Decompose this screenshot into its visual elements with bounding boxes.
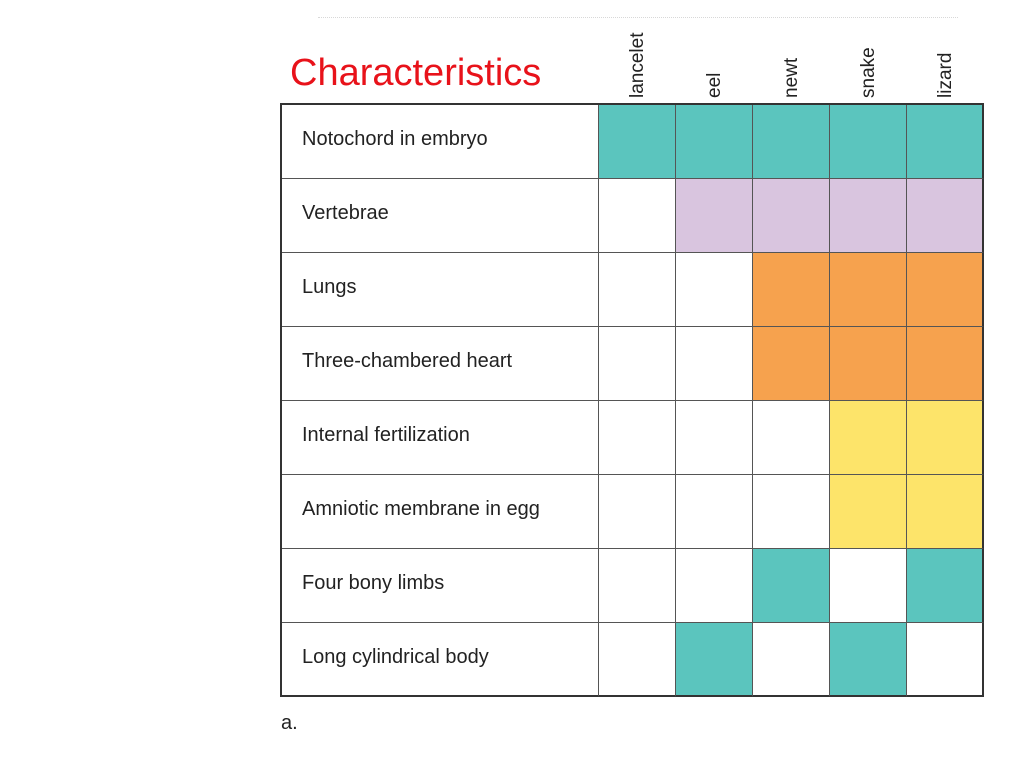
trait-cell-eel-absent <box>676 475 753 549</box>
row-label: Long cylindrical body <box>282 623 599 697</box>
trait-cell-lancelet-absent <box>599 549 676 623</box>
column-header-label: newt <box>780 57 802 98</box>
column-header-snake: snake <box>830 16 907 102</box>
trait-cell-lancelet-present <box>599 105 676 179</box>
trait-cell-lizard-present <box>907 253 984 327</box>
column-header-label: eel <box>703 72 725 98</box>
trait-cell-snake-present <box>830 475 907 549</box>
trait-cell-lancelet-absent <box>599 401 676 475</box>
trait-cell-snake-present <box>830 105 907 179</box>
trait-cell-eel-present <box>676 105 753 179</box>
trait-cell-lancelet-absent <box>599 253 676 327</box>
trait-cell-lizard-present <box>907 327 984 401</box>
trait-cell-lancelet-absent <box>599 623 676 697</box>
trait-cell-eel-absent <box>676 253 753 327</box>
trait-cell-newt-absent <box>753 623 830 697</box>
trait-cell-newt-present <box>753 253 830 327</box>
row-label: Internal fertilization <box>282 401 599 475</box>
trait-cell-newt-present <box>753 179 830 253</box>
column-header-label: snake <box>857 47 879 98</box>
column-header-label: lancelet <box>626 32 648 99</box>
trait-cell-eel-present <box>676 623 753 697</box>
trait-cell-lizard-present <box>907 475 984 549</box>
row-label: Lungs <box>282 253 599 327</box>
row-label: Notochord in embryo <box>282 105 599 179</box>
trait-cell-snake-present <box>830 623 907 697</box>
trait-cell-lancelet-absent <box>599 179 676 253</box>
trait-cell-snake-present <box>830 179 907 253</box>
trait-cell-snake-present <box>830 327 907 401</box>
trait-cell-eel-absent <box>676 401 753 475</box>
column-header-newt: newt <box>753 16 830 102</box>
column-header-lancelet: lancelet <box>599 16 676 102</box>
trait-cell-eel-absent <box>676 327 753 401</box>
trait-cell-snake-present <box>830 401 907 475</box>
trait-cell-lizard-present <box>907 401 984 475</box>
top-rule <box>318 17 958 18</box>
row-label: Vertebrae <box>282 179 599 253</box>
trait-cell-newt-present <box>753 105 830 179</box>
trait-cell-newt-absent <box>753 475 830 549</box>
characteristics-table: Notochord in embryo Vertebrae Lungs Three-c… <box>280 103 984 697</box>
trait-cell-lizard-present <box>907 105 984 179</box>
trait-cell-lizard-present <box>907 549 984 623</box>
row-label: Three-chambered heart <box>282 327 599 401</box>
trait-cell-lizard-present <box>907 179 984 253</box>
trait-cell-newt-present <box>753 327 830 401</box>
trait-cell-lizard-absent <box>907 623 984 697</box>
trait-cell-newt-present <box>753 549 830 623</box>
column-header-label: lizard <box>934 52 956 98</box>
column-header-lizard: lizard <box>907 16 984 102</box>
trait-cell-eel-absent <box>676 549 753 623</box>
row-label: Four bony limbs <box>282 549 599 623</box>
trait-cell-lancelet-absent <box>599 327 676 401</box>
trait-cell-lancelet-absent <box>599 475 676 549</box>
trait-cell-newt-absent <box>753 401 830 475</box>
figure-caption: a. <box>281 712 298 734</box>
column-header-eel: eel <box>676 16 753 102</box>
page-title: Characteristics <box>290 52 542 94</box>
trait-cell-eel-present <box>676 179 753 253</box>
trait-cell-snake-absent <box>830 549 907 623</box>
trait-cell-snake-present <box>830 253 907 327</box>
row-label: Amniotic membrane in egg <box>282 475 599 549</box>
